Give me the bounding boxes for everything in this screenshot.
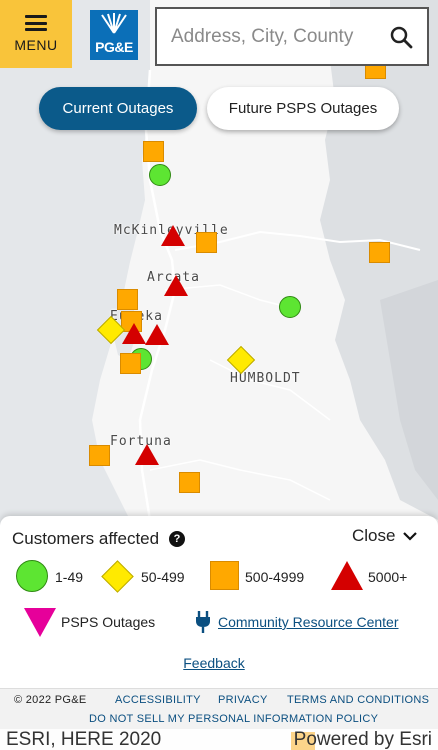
powered-by-esri-link[interactable]: Powered by Esri: [293, 729, 432, 750]
menu-button[interactable]: MENU: [0, 0, 72, 68]
outage-marker-500-4999[interactable]: [117, 289, 138, 310]
hamburger-icon: [25, 15, 47, 31]
outage-marker-500-4999[interactable]: [143, 141, 164, 162]
legend-close-button[interactable]: Close: [352, 526, 418, 546]
attribution-source: ESRI, HERE 2020: [6, 729, 162, 750]
plug-icon: [196, 611, 210, 633]
outage-marker-500-4999[interactable]: [89, 445, 110, 466]
legend-title: Customers affected: [12, 529, 160, 548]
legend-red-triangle-icon: [331, 561, 363, 590]
site-footer: © 2022 PG&E ACCESSIBILITY PRIVACY TERMS …: [0, 688, 438, 729]
question-circle-icon[interactable]: ?: [169, 531, 185, 547]
legend-label-50-499: 50-499: [141, 569, 185, 585]
legend-green-circle-icon: [16, 560, 48, 592]
outage-marker-500-4999[interactable]: [120, 353, 141, 374]
legend-orange-square-icon: [210, 561, 239, 590]
county-label-humboldt: HUMBOLDT: [230, 371, 301, 386]
outage-marker-5000-plus[interactable]: [164, 275, 188, 296]
outage-marker-500-4999[interactable]: [179, 472, 200, 493]
search-input[interactable]: [171, 25, 391, 48]
privacy-link[interactable]: PRIVACY: [218, 694, 268, 706]
search-icon[interactable]: [389, 25, 413, 49]
feedback-link[interactable]: Feedback: [183, 655, 245, 671]
menu-label: MENU: [14, 37, 58, 53]
legend-label-1-49: 1-49: [55, 569, 84, 585]
map-attribution: ESRI, HERE 2020 Powered by Esri: [0, 729, 438, 750]
future-psps-outages-button[interactable]: Future PSPS Outages: [207, 87, 399, 130]
current-outages-button[interactable]: Current Outages: [39, 87, 197, 130]
outage-marker-5000-plus[interactable]: [122, 323, 146, 344]
legend-label-500-4999: 500-4999: [245, 569, 305, 585]
copyright-text: © 2022 PG&E: [14, 694, 87, 706]
outage-marker-5000-plus[interactable]: [135, 444, 159, 465]
logo-text: PG&E: [95, 39, 133, 55]
legend-label-5000-plus: 5000+: [368, 569, 408, 585]
chevron-down-icon: [403, 532, 418, 541]
legend-pink-inverted-triangle-icon: [24, 608, 56, 637]
search-box[interactable]: [155, 7, 429, 66]
site-header: MENU PG&E: [0, 0, 438, 68]
outage-marker-5000-plus[interactable]: [145, 324, 169, 345]
outage-marker-5000-plus[interactable]: [161, 225, 185, 246]
accessibility-link[interactable]: ACCESSIBILITY: [115, 694, 201, 706]
pge-logo[interactable]: PG&E: [90, 10, 138, 60]
outage-marker-500-4999[interactable]: [196, 232, 217, 253]
legend-panel: Customers affected ? Close 1-49 50-499 5…: [0, 516, 438, 688]
legend-label-psps-outages: PSPS Outages: [61, 614, 156, 630]
do-not-sell-link[interactable]: DO NOT SELL MY PERSONAL INFORMATION POLI…: [89, 713, 379, 725]
terms-and-conditions-link[interactable]: TERMS AND CONDITIONS: [287, 694, 430, 706]
attribution-highlight: [291, 732, 315, 750]
outage-marker-1-49[interactable]: [149, 164, 171, 186]
sun-rays-icon: [101, 13, 127, 34]
community-resource-center-link[interactable]: Community Resource Center: [218, 614, 399, 630]
outage-marker-500-4999[interactable]: [369, 242, 390, 263]
legend-yellow-diamond-icon: [101, 560, 134, 593]
close-label: Close: [352, 526, 396, 545]
outage-marker-1-49[interactable]: [279, 296, 301, 318]
